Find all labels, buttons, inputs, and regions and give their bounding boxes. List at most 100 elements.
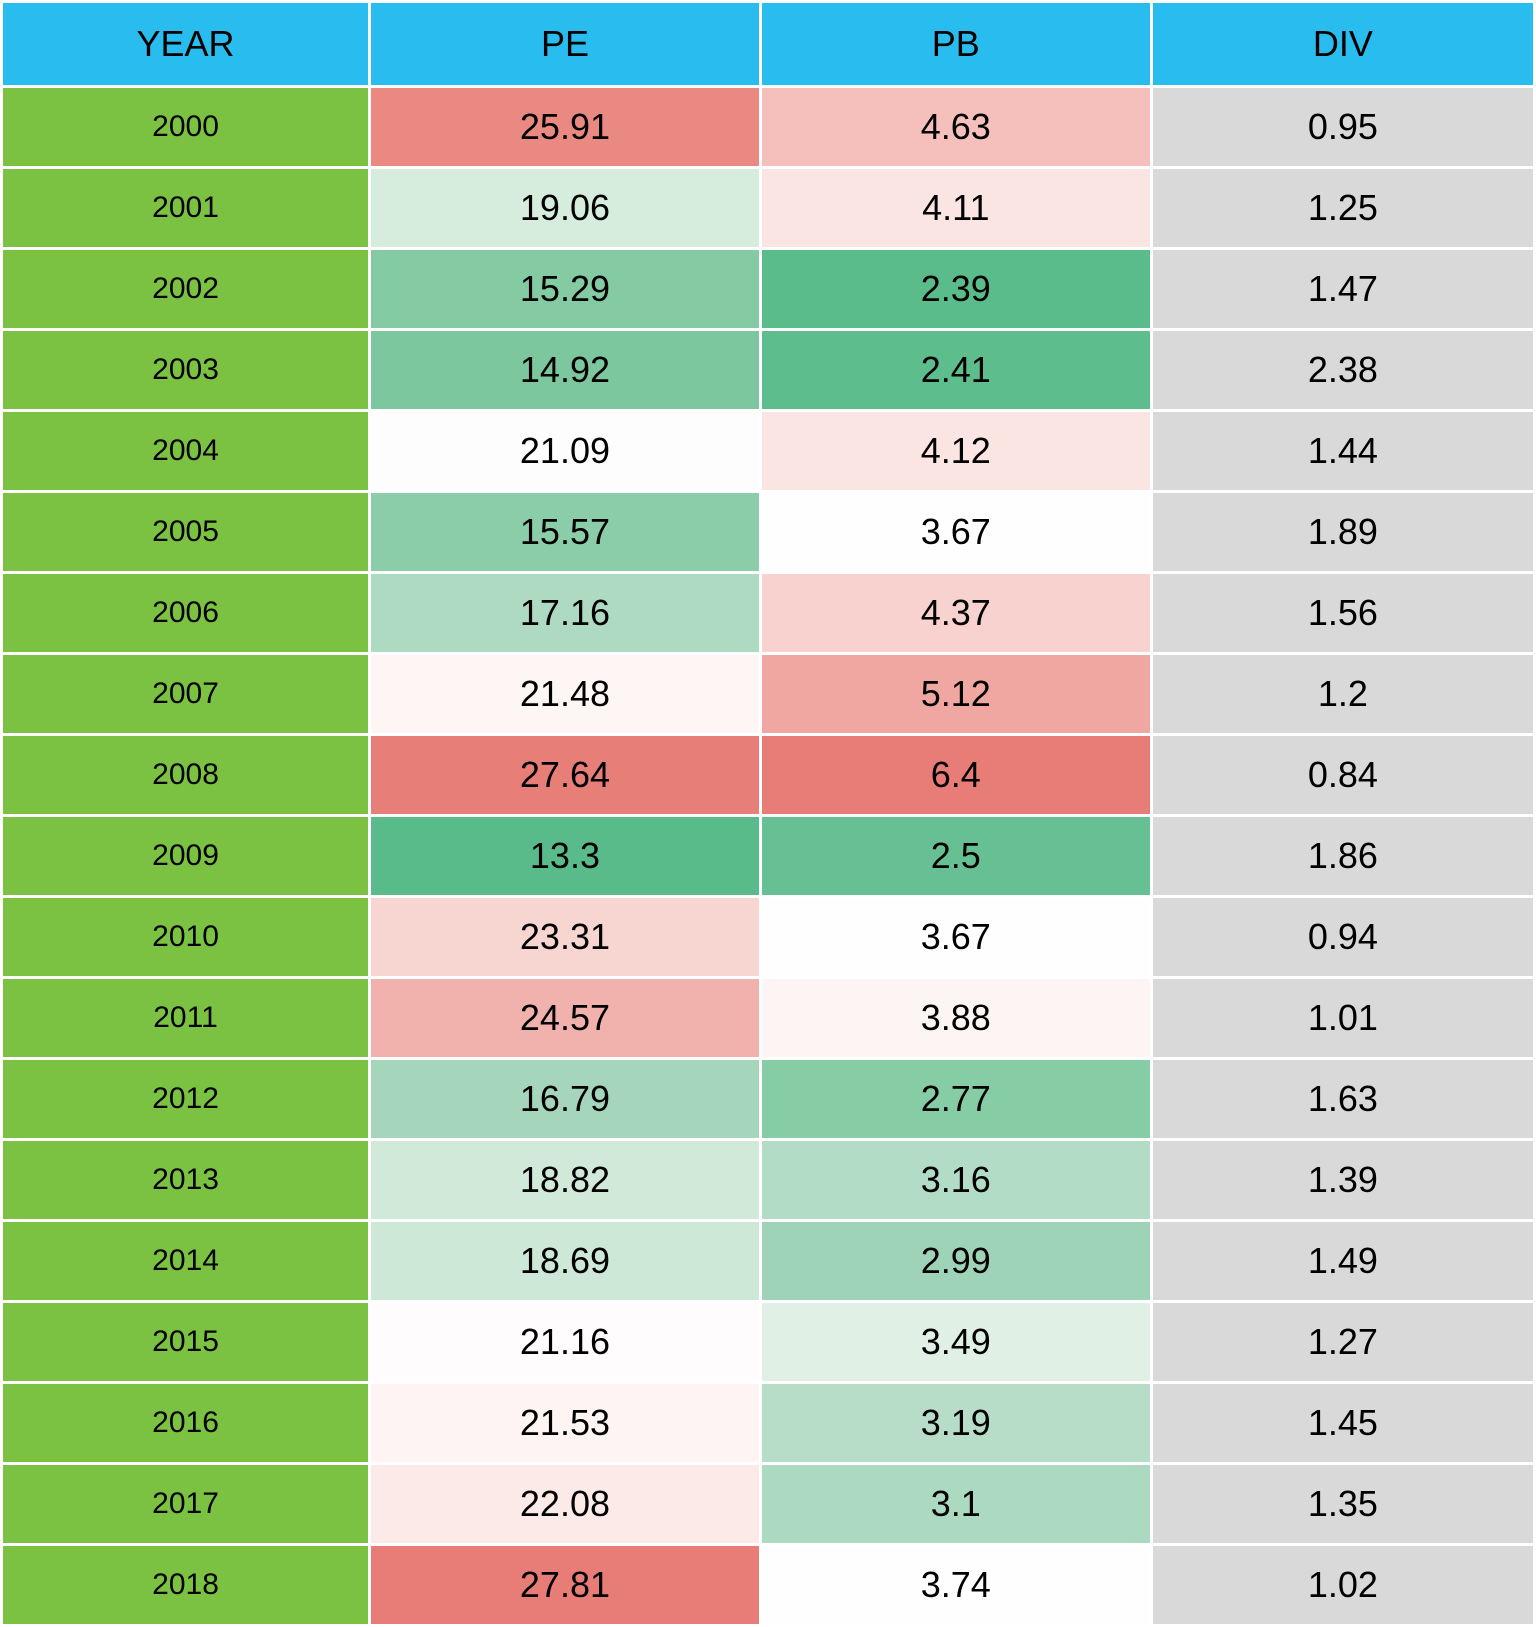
pb-cell: 3.67 bbox=[762, 898, 1150, 976]
year-cell: 2005 bbox=[3, 493, 368, 571]
year-cell: 2016 bbox=[3, 1384, 368, 1462]
pe-cell: 21.48 bbox=[371, 655, 759, 733]
table-row: 201318.823.161.39 bbox=[3, 1141, 1533, 1219]
year-cell: 2012 bbox=[3, 1060, 368, 1138]
div-cell: 2.38 bbox=[1153, 331, 1533, 409]
year-cell: 2002 bbox=[3, 250, 368, 328]
pb-cell: 3.1 bbox=[762, 1465, 1150, 1543]
year-cell: 2004 bbox=[3, 412, 368, 490]
pb-cell: 3.16 bbox=[762, 1141, 1150, 1219]
table-row: 201722.083.11.35 bbox=[3, 1465, 1533, 1543]
table-row: 201418.692.991.49 bbox=[3, 1222, 1533, 1300]
year-cell: 2014 bbox=[3, 1222, 368, 1300]
pe-cell: 18.69 bbox=[371, 1222, 759, 1300]
year-cell: 2000 bbox=[3, 88, 368, 166]
div-cell: 0.94 bbox=[1153, 898, 1533, 976]
year-cell: 2018 bbox=[3, 1546, 368, 1624]
div-cell: 1.86 bbox=[1153, 817, 1533, 895]
table-row: 200515.573.671.89 bbox=[3, 493, 1533, 571]
div-cell: 1.39 bbox=[1153, 1141, 1533, 1219]
pb-cell: 5.12 bbox=[762, 655, 1150, 733]
year-cell: 2007 bbox=[3, 655, 368, 733]
div-cell: 1.27 bbox=[1153, 1303, 1533, 1381]
pb-cell: 3.88 bbox=[762, 979, 1150, 1057]
pe-cell: 16.79 bbox=[371, 1060, 759, 1138]
table-row: 201621.533.191.45 bbox=[3, 1384, 1533, 1462]
div-cell: 0.84 bbox=[1153, 736, 1533, 814]
div-cell: 1.47 bbox=[1153, 250, 1533, 328]
table-row: 200314.922.412.38 bbox=[3, 331, 1533, 409]
div-cell: 1.45 bbox=[1153, 1384, 1533, 1462]
div-cell: 1.02 bbox=[1153, 1546, 1533, 1624]
pe-cell: 22.08 bbox=[371, 1465, 759, 1543]
year-cell: 2011 bbox=[3, 979, 368, 1057]
year-cell: 2010 bbox=[3, 898, 368, 976]
pe-cell: 21.53 bbox=[371, 1384, 759, 1462]
pb-cell: 2.5 bbox=[762, 817, 1150, 895]
pb-cell: 4.37 bbox=[762, 574, 1150, 652]
table-row: 200421.094.121.44 bbox=[3, 412, 1533, 490]
table-row: 200617.164.371.56 bbox=[3, 574, 1533, 652]
table-row: 201023.313.670.94 bbox=[3, 898, 1533, 976]
year-cell: 2001 bbox=[3, 169, 368, 247]
table-row: 200119.064.111.25 bbox=[3, 169, 1533, 247]
pe-cell: 21.16 bbox=[371, 1303, 759, 1381]
div-cell: 1.56 bbox=[1153, 574, 1533, 652]
table-row: 200215.292.391.47 bbox=[3, 250, 1533, 328]
pe-cell: 14.92 bbox=[371, 331, 759, 409]
pb-cell: 6.4 bbox=[762, 736, 1150, 814]
table-row: 201827.813.741.02 bbox=[3, 1546, 1533, 1624]
pe-cell: 25.91 bbox=[371, 88, 759, 166]
pb-cell: 3.49 bbox=[762, 1303, 1150, 1381]
div-cell: 1.44 bbox=[1153, 412, 1533, 490]
pe-cell: 19.06 bbox=[371, 169, 759, 247]
data-table: YEAR PE PB DIV 200025.914.630.95200119.0… bbox=[0, 0, 1536, 1627]
year-cell: 2009 bbox=[3, 817, 368, 895]
pe-cell: 17.16 bbox=[371, 574, 759, 652]
year-cell: 2013 bbox=[3, 1141, 368, 1219]
pe-cell: 27.81 bbox=[371, 1546, 759, 1624]
year-cell: 2017 bbox=[3, 1465, 368, 1543]
div-cell: 1.89 bbox=[1153, 493, 1533, 571]
pb-cell: 4.12 bbox=[762, 412, 1150, 490]
year-cell: 2003 bbox=[3, 331, 368, 409]
column-header-pe: PE bbox=[371, 3, 759, 85]
pe-cell: 15.57 bbox=[371, 493, 759, 571]
table-row: 200025.914.630.95 bbox=[3, 88, 1533, 166]
div-cell: 0.95 bbox=[1153, 88, 1533, 166]
div-cell: 1.01 bbox=[1153, 979, 1533, 1057]
div-cell: 1.49 bbox=[1153, 1222, 1533, 1300]
pe-cell: 18.82 bbox=[371, 1141, 759, 1219]
pb-cell: 4.63 bbox=[762, 88, 1150, 166]
pe-cell: 23.31 bbox=[371, 898, 759, 976]
pe-cell: 21.09 bbox=[371, 412, 759, 490]
pe-cell: 24.57 bbox=[371, 979, 759, 1057]
table-row: 201124.573.881.01 bbox=[3, 979, 1533, 1057]
div-cell: 1.2 bbox=[1153, 655, 1533, 733]
pb-cell: 2.77 bbox=[762, 1060, 1150, 1138]
pb-cell: 4.11 bbox=[762, 169, 1150, 247]
financial-metrics-table: YEAR PE PB DIV 200025.914.630.95200119.0… bbox=[0, 0, 1536, 1627]
table-row: 201521.163.491.27 bbox=[3, 1303, 1533, 1381]
div-cell: 1.25 bbox=[1153, 169, 1533, 247]
pb-cell: 2.41 bbox=[762, 331, 1150, 409]
column-header-div: DIV bbox=[1153, 3, 1533, 85]
pb-cell: 3.74 bbox=[762, 1546, 1150, 1624]
year-cell: 2008 bbox=[3, 736, 368, 814]
div-cell: 1.35 bbox=[1153, 1465, 1533, 1543]
pe-cell: 15.29 bbox=[371, 250, 759, 328]
column-header-pb: PB bbox=[762, 3, 1150, 85]
year-cell: 2015 bbox=[3, 1303, 368, 1381]
table-row: 200913.32.51.86 bbox=[3, 817, 1533, 895]
table-row: 201216.792.771.63 bbox=[3, 1060, 1533, 1138]
pb-cell: 3.67 bbox=[762, 493, 1150, 571]
table-header-row: YEAR PE PB DIV bbox=[3, 3, 1533, 85]
table-row: 200827.646.40.84 bbox=[3, 736, 1533, 814]
year-cell: 2006 bbox=[3, 574, 368, 652]
pe-cell: 13.3 bbox=[371, 817, 759, 895]
pe-cell: 27.64 bbox=[371, 736, 759, 814]
pb-cell: 3.19 bbox=[762, 1384, 1150, 1462]
column-header-year: YEAR bbox=[3, 3, 368, 85]
pb-cell: 2.39 bbox=[762, 250, 1150, 328]
div-cell: 1.63 bbox=[1153, 1060, 1533, 1138]
